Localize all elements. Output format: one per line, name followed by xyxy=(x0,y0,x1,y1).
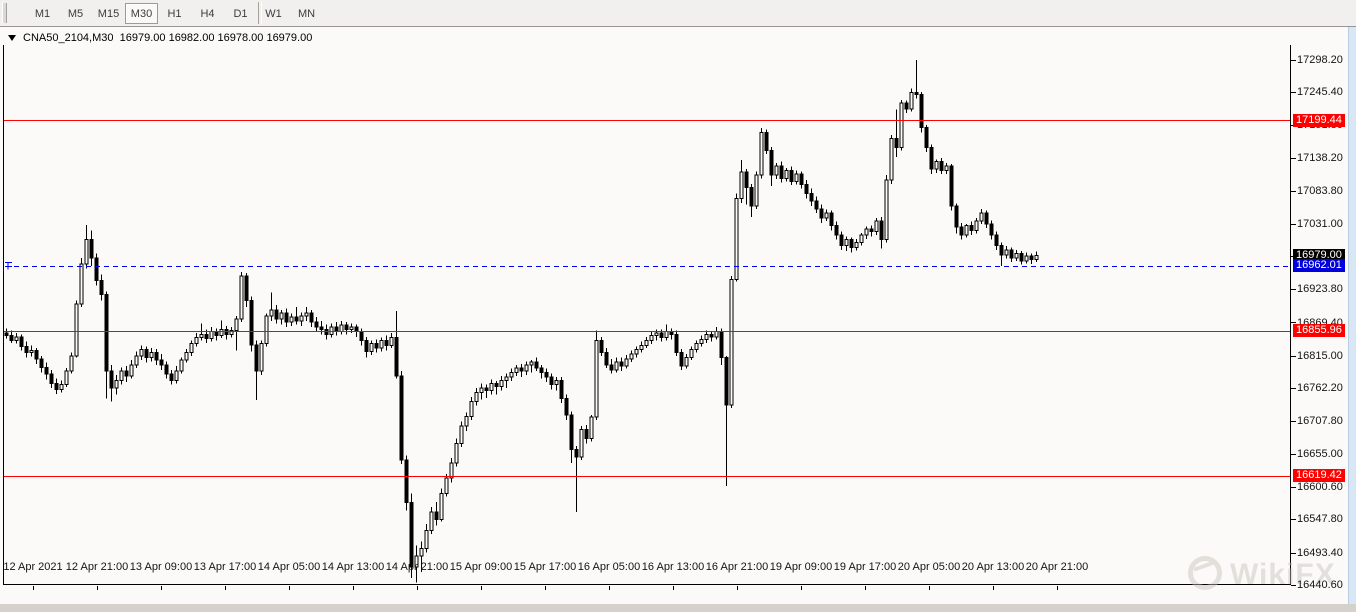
time-axis-label: 12 Apr 21:00 xyxy=(65,561,129,573)
timeframe-button-h1[interactable]: H1 xyxy=(167,8,182,20)
price-axis-label: 16547.80 xyxy=(1297,513,1343,526)
time-axis-label: 20 Apr 05:00 xyxy=(897,561,961,573)
time-axis-label: 16 Apr 13:00 xyxy=(641,561,705,573)
timeframe-toolbar: M1 M5 M15 M30 H1 H4 D1 W1 MN xyxy=(0,0,1356,27)
timeframe-button-m15[interactable]: M15 xyxy=(97,8,120,20)
timeframe-button-m30[interactable]: M30 xyxy=(125,3,158,24)
price-axis-label: 17031.00 xyxy=(1297,217,1343,230)
price-axis-badge: 16979.00 xyxy=(1293,248,1345,262)
price-axis-badge: 16619.42 xyxy=(1293,469,1345,483)
time-axis-label: 15 Apr 09:00 xyxy=(449,561,513,573)
timeframe-button-row: M1 M5 M15 M30 H1 H4 D1 W1 MN xyxy=(26,3,323,24)
price-axis-label: 16707.80 xyxy=(1297,415,1343,428)
time-axis-label: 19 Apr 17:00 xyxy=(833,561,897,573)
chart-symbol-label: CNA50_2104,M30 xyxy=(23,32,114,44)
chart-ohlc-values: 16979.00 16982.00 16978.00 16979.00 xyxy=(119,32,313,44)
price-axis-label: 17083.80 xyxy=(1297,185,1343,198)
time-axis-label: 20 Apr 13:00 xyxy=(961,561,1025,573)
price-axis-badge: 17199.44 xyxy=(1293,113,1345,127)
price-axis-label: 17298.20 xyxy=(1297,54,1343,66)
timeframe-button-d1[interactable]: D1 xyxy=(233,8,248,20)
chart-plot-area[interactable] xyxy=(3,45,1291,585)
wikifx-logo-icon xyxy=(1188,556,1222,590)
timeframe-button-m5[interactable]: M5 xyxy=(67,8,84,20)
timeframe-button-m1[interactable]: M1 xyxy=(34,8,51,20)
timeframe-button-mn[interactable]: MN xyxy=(297,8,316,20)
price-axis-badge: 16962.01 xyxy=(1293,259,1345,273)
timeframe-button-h4[interactable]: H4 xyxy=(200,8,215,20)
time-axis-label: 12 Apr 2021 xyxy=(3,561,63,573)
price-axis-label: 16493.40 xyxy=(1297,546,1343,559)
price-axis-label: 16815.00 xyxy=(1297,349,1343,362)
timeframe-button-w1[interactable]: W1 xyxy=(265,8,282,20)
time-axis-label: 14 Apr 21:00 xyxy=(385,561,449,573)
symbol-dropdown-icon[interactable] xyxy=(8,35,16,42)
price-axis-label: 16655.00 xyxy=(1297,447,1343,460)
price-axis-label: 17245.40 xyxy=(1297,86,1343,99)
price-axis-label: 17138.20 xyxy=(1297,151,1343,164)
time-axis-label: 14 Apr 13:00 xyxy=(321,561,385,573)
wikifx-watermark: WikiFX xyxy=(1188,552,1348,602)
time-axis-label: 13 Apr 09:00 xyxy=(129,561,193,573)
vertical-scrollbar[interactable] xyxy=(1348,27,1356,604)
toolbar-grip-handle[interactable] xyxy=(2,3,7,23)
time-axis-label: 13 Apr 17:00 xyxy=(193,561,257,573)
time-axis-label: 16 Apr 21:00 xyxy=(705,561,769,573)
time-axis-label: 19 Apr 09:00 xyxy=(769,561,833,573)
time-axis-label: 14 Apr 05:00 xyxy=(257,561,321,573)
chart-title: CNA50_2104,M30 16979.00 16982.00 16978.0… xyxy=(8,32,312,46)
toolbar-separator xyxy=(258,2,262,24)
price-axis-label: 16600.60 xyxy=(1297,481,1343,494)
price-axis-label: 16923.80 xyxy=(1297,283,1343,296)
chart-window: CNA50_2104,M30 16979.00 16982.00 16978.0… xyxy=(0,27,1348,604)
time-axis-label: 20 Apr 21:00 xyxy=(1025,561,1089,573)
price-axis-label: 16440.60 xyxy=(1297,579,1343,591)
price-axis-label: 16762.20 xyxy=(1297,382,1343,395)
time-axis-label: 16 Apr 05:00 xyxy=(577,561,641,573)
time-axis-label: 15 Apr 17:00 xyxy=(513,561,577,573)
price-axis-badge: 16855.96 xyxy=(1293,324,1345,338)
